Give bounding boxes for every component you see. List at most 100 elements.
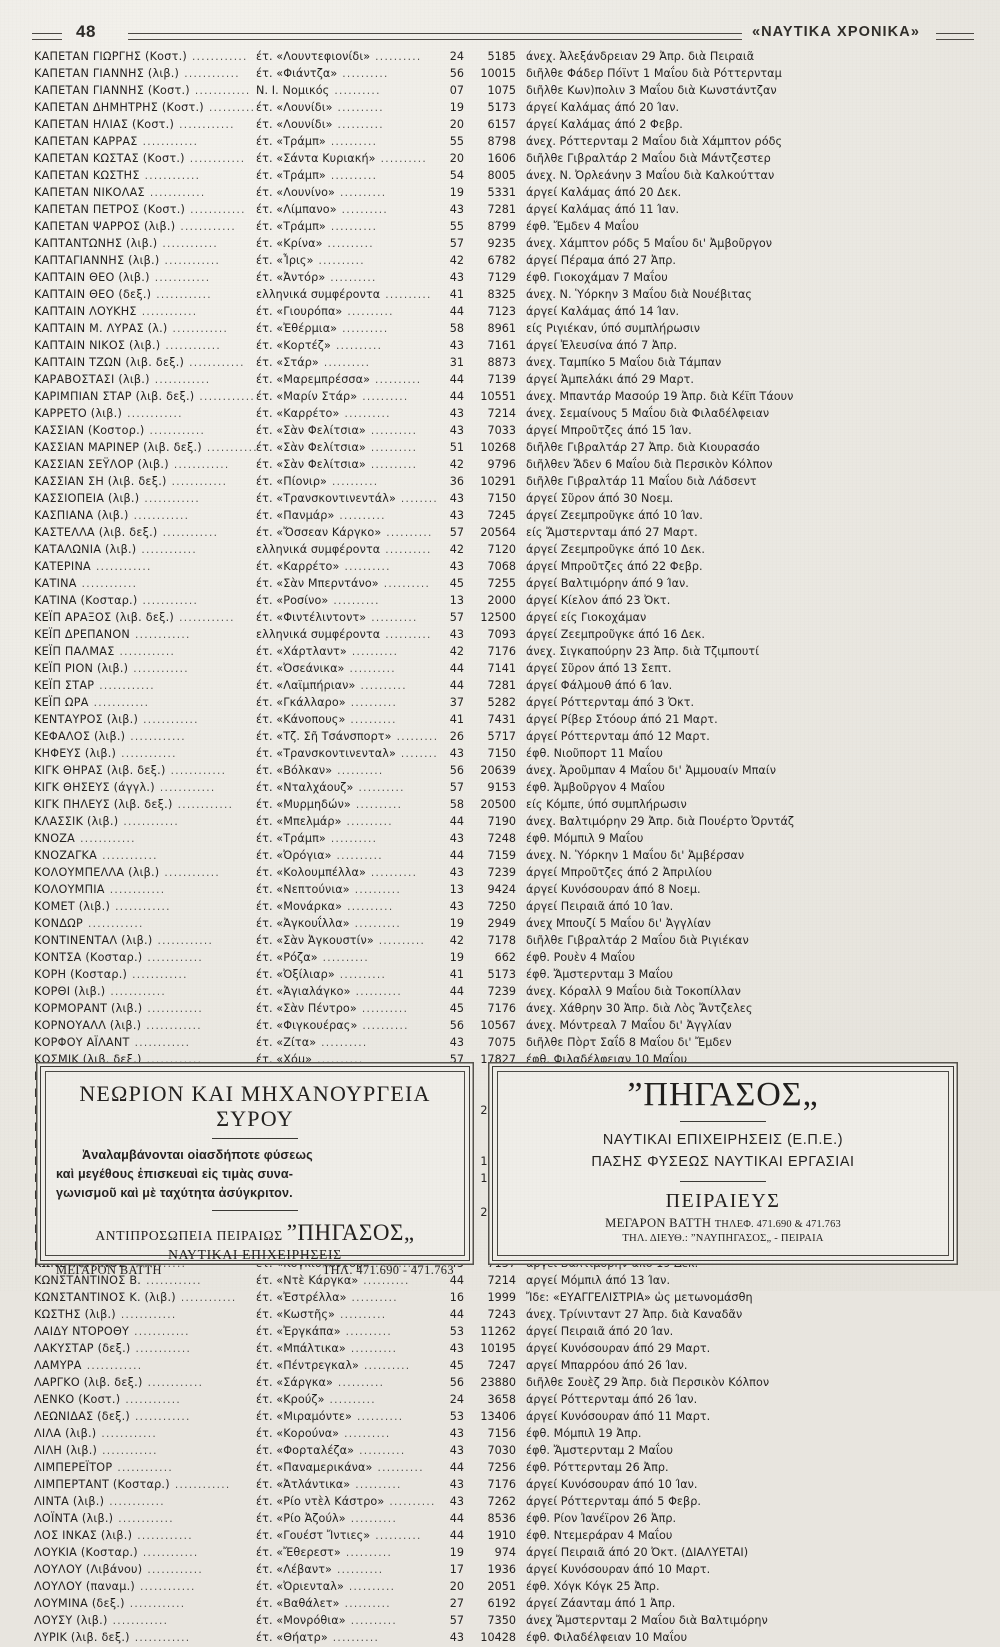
tonnage-cell: 20564 — [480, 526, 516, 539]
leader-dots: ............ — [146, 1054, 203, 1066]
movement-cell: άργεί Πέραμα άπό 27 Ἀπρ. — [526, 254, 677, 267]
ship-name: ΚΕΪΠ ΡΙΟΝ (λιβ.) — [34, 662, 129, 675]
build-year-cell: 57 — [449, 526, 464, 539]
ship-name: ΚΑΠΕΤΑΝ ΚΩΣΤΗΣ — [34, 169, 140, 182]
ad-right-divider-2 — [680, 1180, 766, 1182]
owner-name: έτ. «Σάργκα» — [256, 1376, 333, 1389]
leader-dots: ............ — [102, 1445, 158, 1457]
build-year-cell: 19 — [449, 951, 464, 964]
ship-name: ΚΙΓΚ ΘΗΣΕΥΣ (άγγλ.) — [34, 781, 155, 794]
leader-dots: ............ — [102, 850, 158, 862]
ad-right-title: ”ΠΗΓΑΣΟΣ„ — [627, 1076, 819, 1113]
leader-dots: ............ — [129, 1598, 186, 1610]
ship-name-cell: ΚΑΠΕΤΑΝ ΓΙΩΡΓΗΣ (Κοστ.)............ — [34, 48, 256, 66]
build-year-cell: 44 — [449, 985, 464, 998]
tonnage-cell: 7033 — [487, 424, 516, 437]
tonnage-cell: 7176 — [487, 645, 516, 658]
tonnage-cell: 7239 — [487, 985, 516, 998]
tonnage-cell: 7245 — [487, 509, 516, 522]
movement-cell: άργεί Κυνόσουραν άπό 11 Μαρτ. — [526, 1410, 711, 1423]
owner-cell: έτ. «Τράμπ».......... — [256, 167, 436, 185]
table-row: ΚΑΠΕΤΑΝ ΝΙΚΟΛΑΣ............ έτ. «Λουνίνο»… — [34, 184, 972, 201]
leader-dots: ............ — [157, 935, 214, 947]
build-year-cell: 19 — [449, 1546, 464, 1559]
owner-cell: έτ. «Χάρτλαντ».......... — [256, 643, 436, 661]
ship-name: ΚΟΡΜΟΡΑΝΤ (λιβ.) — [34, 1002, 143, 1015]
tonnage-cell: 7247 — [487, 1359, 516, 1372]
leader-dots: .......... — [330, 272, 377, 284]
ship-name: ΚΕΪΠ ΣΤΑΡ — [34, 679, 95, 692]
leader-dots: ............ — [190, 204, 246, 216]
owner-cell: έτ. «Κορούνα».......... — [256, 1425, 436, 1443]
ship-name: ΚΗΦΕΥΣ (λιβ.) — [34, 747, 117, 760]
ship-name-cell: ΚΝΟΖΑΓΚΑ............ — [34, 847, 256, 865]
movement-cell: άργεί Ζεεμπροῦγκε άπό 10 Δεκ. — [526, 543, 705, 556]
tonnage-cell: 7150 — [487, 492, 516, 505]
leader-dots: ............ — [189, 153, 246, 165]
tonnage-cell: 11262 — [480, 1325, 516, 1338]
movement-cell: άργεί Πειραιᾶ άπό 10 Ίαν. — [526, 900, 674, 913]
table-row: ΛΑΙΔΥ ΝΤΟΡΟΘΥ............ έτ. «Ἐργκάπα»..… — [34, 1323, 972, 1340]
leader-dots: .......... — [318, 255, 365, 267]
table-row: ΚΩΝΣΤΑΝΤΙΝΟΣ Β............. έτ. «Ντὲ Κάργ… — [34, 1272, 972, 1289]
leader-dots: ............ — [208, 102, 256, 114]
ship-name: ΚΑΠΤΑΙΝ ΛΟΥΚΗΣ — [34, 305, 137, 318]
table-row: ΚΑΣΣΙΟΠΕΙΑ (λιβ.)............ έτ. «Τρανσκ… — [34, 490, 972, 507]
ship-name: ΛΟΥΜΙΝΑ (δεξ.) — [34, 1597, 125, 1610]
build-year-cell: 54 — [449, 169, 464, 182]
ship-name-cell: ΚΑΤΙΝΑ (Κοσταρ.)............ — [34, 592, 256, 610]
build-year-cell: 44 — [449, 305, 464, 318]
ship-name-cell: ΛΑΜΥΡΑ............ — [34, 1357, 256, 1375]
owner-cell: έτ. «Λουνίδι».......... — [256, 116, 436, 134]
ship-name: ΚΑΣΠΙΑΝΑ (λιβ.) — [34, 509, 129, 522]
table-row: ΚΑΠΤΑΝΤΩΝΗΣ (λιβ.)............ έτ. «Κρίνα… — [34, 235, 972, 252]
ship-name: ΚΩΣΤΗΣ (λιβ.) — [34, 1308, 116, 1321]
owner-cell: έτ. «Κρούζ».......... — [256, 1391, 436, 1409]
movement-cell: έφθ. Ρίον Ἰανέϊρον 26 Ἀπρ. — [526, 1512, 677, 1525]
ship-name-cell: ΚΑΣΣΙΑΝ ΣΕΫΛΟΡ (λιβ.)............ — [34, 456, 256, 474]
leader-dots: .......... — [337, 765, 384, 777]
build-year-cell: 27 — [449, 1597, 464, 1610]
ship-name: ΚΑΤΕΡΙΝΑ — [34, 560, 91, 573]
movement-cell: άργεί Κίελον άπό 23 Ὀκτ. — [526, 594, 671, 607]
ship-name: ΛΑΡΓΚΟ (λιβ. δεξ.) — [34, 1376, 143, 1389]
owner-cell: έτ. «Καρρέτο».......... — [256, 558, 436, 576]
leader-dots: ............ — [142, 1547, 199, 1559]
ship-name: ΛΙΜΠΕΡΕΪΤΟΡ — [34, 1461, 113, 1474]
ship-name-cell: ΚΟΛΟΥΜΠΙΑ............ — [34, 881, 256, 899]
movement-cell: διῆλθε Γιβραλτάρ 2 Μαΐου διὰ Μάντζεστερ — [526, 152, 771, 165]
table-row: ΚΝΟΖΑ............ έτ. «Τράμπ».......... 43… — [34, 830, 972, 847]
leader-dots: .......... — [329, 1394, 376, 1406]
table-row: ΚΟΛΟΥΜΠΙΑ............ έτ. «Νεπτούνια»....… — [34, 881, 972, 898]
leader-dots: .......... — [330, 170, 378, 182]
owner-name: έτ. «Ὀρόγια» — [256, 849, 332, 862]
owner-name: έτ. «Ρίο ντὲλ Κάστρο» — [256, 1495, 385, 1508]
ship-name-cell: ΚΑΠΕΤΑΝ ΨΑΡΡΟΣ (λιβ.)............ — [34, 218, 256, 236]
leader-dots: ............ — [130, 1258, 187, 1270]
ship-name-cell: ΛΑΚΥΣΤΑΡ (δεξ.)............ — [34, 1340, 256, 1358]
leader-dots: .......... — [337, 119, 384, 131]
leader-dots: .......... — [370, 867, 418, 879]
owner-name: έτ. «Σάντα Κυριακή» — [256, 152, 376, 165]
owner-cell: έτ. «Καρρέτο».......... — [256, 405, 436, 423]
owner-cell: έτ. «Λουνίνο».......... — [256, 184, 436, 202]
leader-dots: ............ — [199, 391, 256, 403]
ship-name-cell: ΚΟΡΘΙ (λιβ.)............ — [34, 983, 256, 1001]
leader-dots: ............ — [146, 1020, 202, 1032]
table-row: ΚΟΡΦΟΥ ΑΪΛΑΝΤ............ έτ. «Ζίτα».....… — [34, 1034, 972, 1051]
ship-name-cell: ΚΩΝΣΤΑΝΤΙΝΟΣ Κ. (λιβ.)............ — [34, 1289, 256, 1307]
owner-cell: ελληνικά συμφέροντα.......... — [256, 541, 436, 559]
owner-cell: ελληνικά συμφέροντα.......... — [256, 286, 436, 304]
ship-name: ΚΛΑΣΣΙΚ (λιβ.) — [34, 815, 119, 828]
ship-name-cell: ΛΟΪΝΤΑ (λιβ.)............ — [34, 1510, 256, 1528]
ship-name: ΚΟΡΗ (Κοσταρ.) — [34, 968, 128, 981]
ad-right-line2: ΠΑΣΗΣ ΦΥΣΕΩΣ ΝΑΥΤΙΚΑΙ ΕΡΓΑΣΙΑΙ — [591, 1154, 855, 1171]
ship-name-cell: ΚΟΣΜΙΚ (λιβ. δεξ.)............ — [34, 1051, 256, 1069]
ship-name-cell: ΚΙΓΚ ΘΗΡΑΣ (λιβ. δεξ.)............ — [34, 762, 256, 780]
ship-name: ΚΕΝΤΑΥΡΟΣ (λιβ.) — [34, 713, 139, 726]
owner-cell: έτ. «Ρίο ντὲλ Κάστρο».......... — [256, 1493, 436, 1511]
leader-dots: ............ — [172, 323, 229, 335]
ship-name: ΚΑΡΡΕΤΟ (λιβ.) — [34, 407, 123, 420]
ad-right-phone: ΤΗΛΕΦ. 471.690 & 471.763 — [714, 1218, 841, 1230]
ad-left-divider-2 — [212, 1209, 298, 1211]
